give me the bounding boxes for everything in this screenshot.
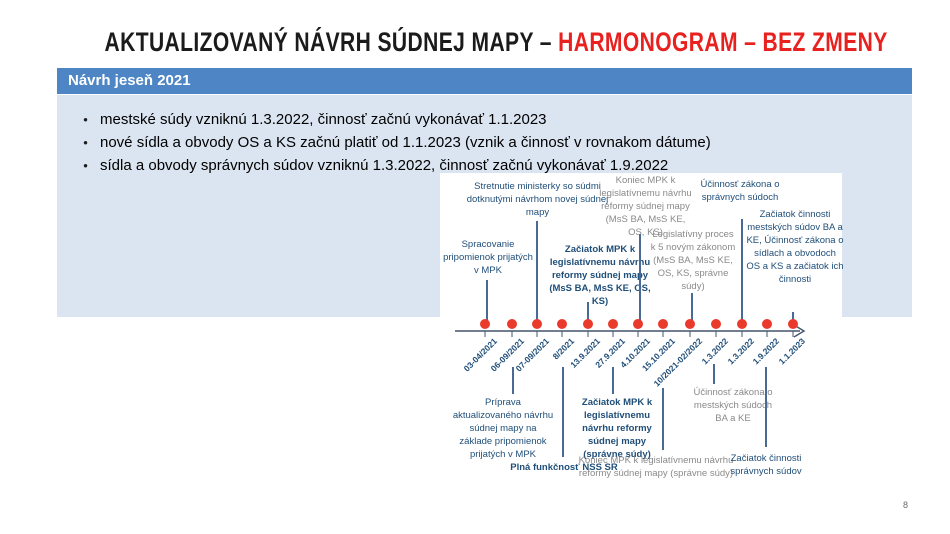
connector-line	[486, 280, 488, 326]
bullet-text: sídla a obvody správnych súdov vzniknú 1…	[100, 157, 669, 174]
timeline-event-dot	[711, 319, 721, 329]
bullet-icon: •	[83, 135, 88, 150]
timeline-annotation-bottom: Príprava aktualizovaného návrhu súdnej m…	[452, 397, 554, 460]
connector-line	[662, 388, 664, 450]
timeline-event-dot	[480, 319, 490, 329]
connector-line	[741, 219, 743, 326]
page-number: 8	[903, 500, 909, 510]
connector-line	[639, 234, 641, 326]
timeline-annotation-top: Začiatok činnosti mestských súdov BA a K…	[746, 209, 844, 285]
bullet-icon: •	[83, 158, 88, 173]
connector-line	[765, 367, 767, 447]
timeline-annotation-bottom: Začiatok činnosti správnych súdov	[730, 453, 802, 477]
section-header-bar: Návrh jeseň 2021	[57, 68, 912, 94]
connector-line	[713, 364, 715, 384]
axis-arrow-icon	[793, 324, 806, 338]
bullet-item: • sídla a obvody správnych súdov vzniknú …	[71, 154, 912, 177]
bullet-list: • mestské súdy vzniknú 1.3.2022, činnosť …	[57, 95, 912, 177]
timeline-annotation-bottom: Začiatok MPK k legislatívnemu návrhu ref…	[581, 397, 653, 460]
bullet-item: • mestské súdy vzniknú 1.3.2022, činnosť …	[71, 108, 912, 131]
bullet-icon: •	[83, 112, 88, 127]
timeline-event-dot	[685, 319, 695, 329]
connector-line	[562, 367, 564, 457]
timeline-event-dot	[557, 319, 567, 329]
timeline-annotation-bottom: Účinnosť zákona o mestských súdoch BA a …	[693, 387, 773, 424]
timeline-annotation-top: Spracovanie pripomienok prijatých v MPK	[443, 239, 533, 276]
slide-title-red-part: HARMONOGRAM – BEZ ZMENY	[558, 27, 888, 57]
connector-line	[512, 367, 514, 394]
timeline-event-dot	[788, 319, 798, 329]
timeline-event-dot	[532, 319, 542, 329]
slide-title: AKTUALIZOVANÝ NÁVRH SÚDNEJ MAPY – HARMON…	[104, 27, 888, 58]
timeline-event-dot	[583, 319, 593, 329]
connector-line	[612, 367, 614, 394]
connector-line	[792, 312, 794, 326]
connector-line	[691, 293, 693, 326]
timeline-event-dot	[507, 319, 517, 329]
timeline-annotation-bottom: Koniec MPK k legislatívnemu návrhu refor…	[578, 455, 734, 479]
connector-line	[587, 302, 589, 326]
timeline-event-dot	[658, 319, 668, 329]
timeline-event-dot	[608, 319, 618, 329]
bullet-item: • nové sídla a obvody OS a KS začnú plati…	[71, 131, 912, 154]
timeline-axis	[455, 319, 806, 338]
timeline-event-dot	[633, 319, 643, 329]
bullet-text: nové sídla a obvody OS a KS začnú platiť…	[100, 134, 711, 151]
timeline-event-dot	[737, 319, 747, 329]
timeline-annotation-top: Účinnosť zákona o správnych súdoch	[700, 179, 780, 203]
slide-title-black-part: AKTUALIZOVANÝ NÁVRH SÚDNEJ MAPY –	[104, 27, 559, 57]
timeline-annotation-top: Stretnutie ministerky so súdmi dotknutým…	[466, 181, 609, 218]
timeline-annotation-bottom: Plná funkčnosť NSS SR	[510, 462, 618, 473]
timeline-event-dot	[762, 319, 772, 329]
timeline-annotation-top: Začiatok MPK k legislatívnemu návrhu ref…	[549, 244, 651, 307]
bullet-text: mestské súdy vzniknú 1.3.2022, činnosť z…	[100, 111, 547, 128]
timeline-annotation-top: Koniec MPK k legislatívnemu návrhu refor…	[599, 175, 692, 238]
section-header-label: Návrh jeseň 2021	[68, 72, 191, 89]
timeline-annotation-top: Legislatívny proces k 5 novým zákonom (M…	[650, 229, 736, 292]
timeline-diagram-panel	[440, 173, 842, 500]
connector-line	[536, 221, 538, 326]
